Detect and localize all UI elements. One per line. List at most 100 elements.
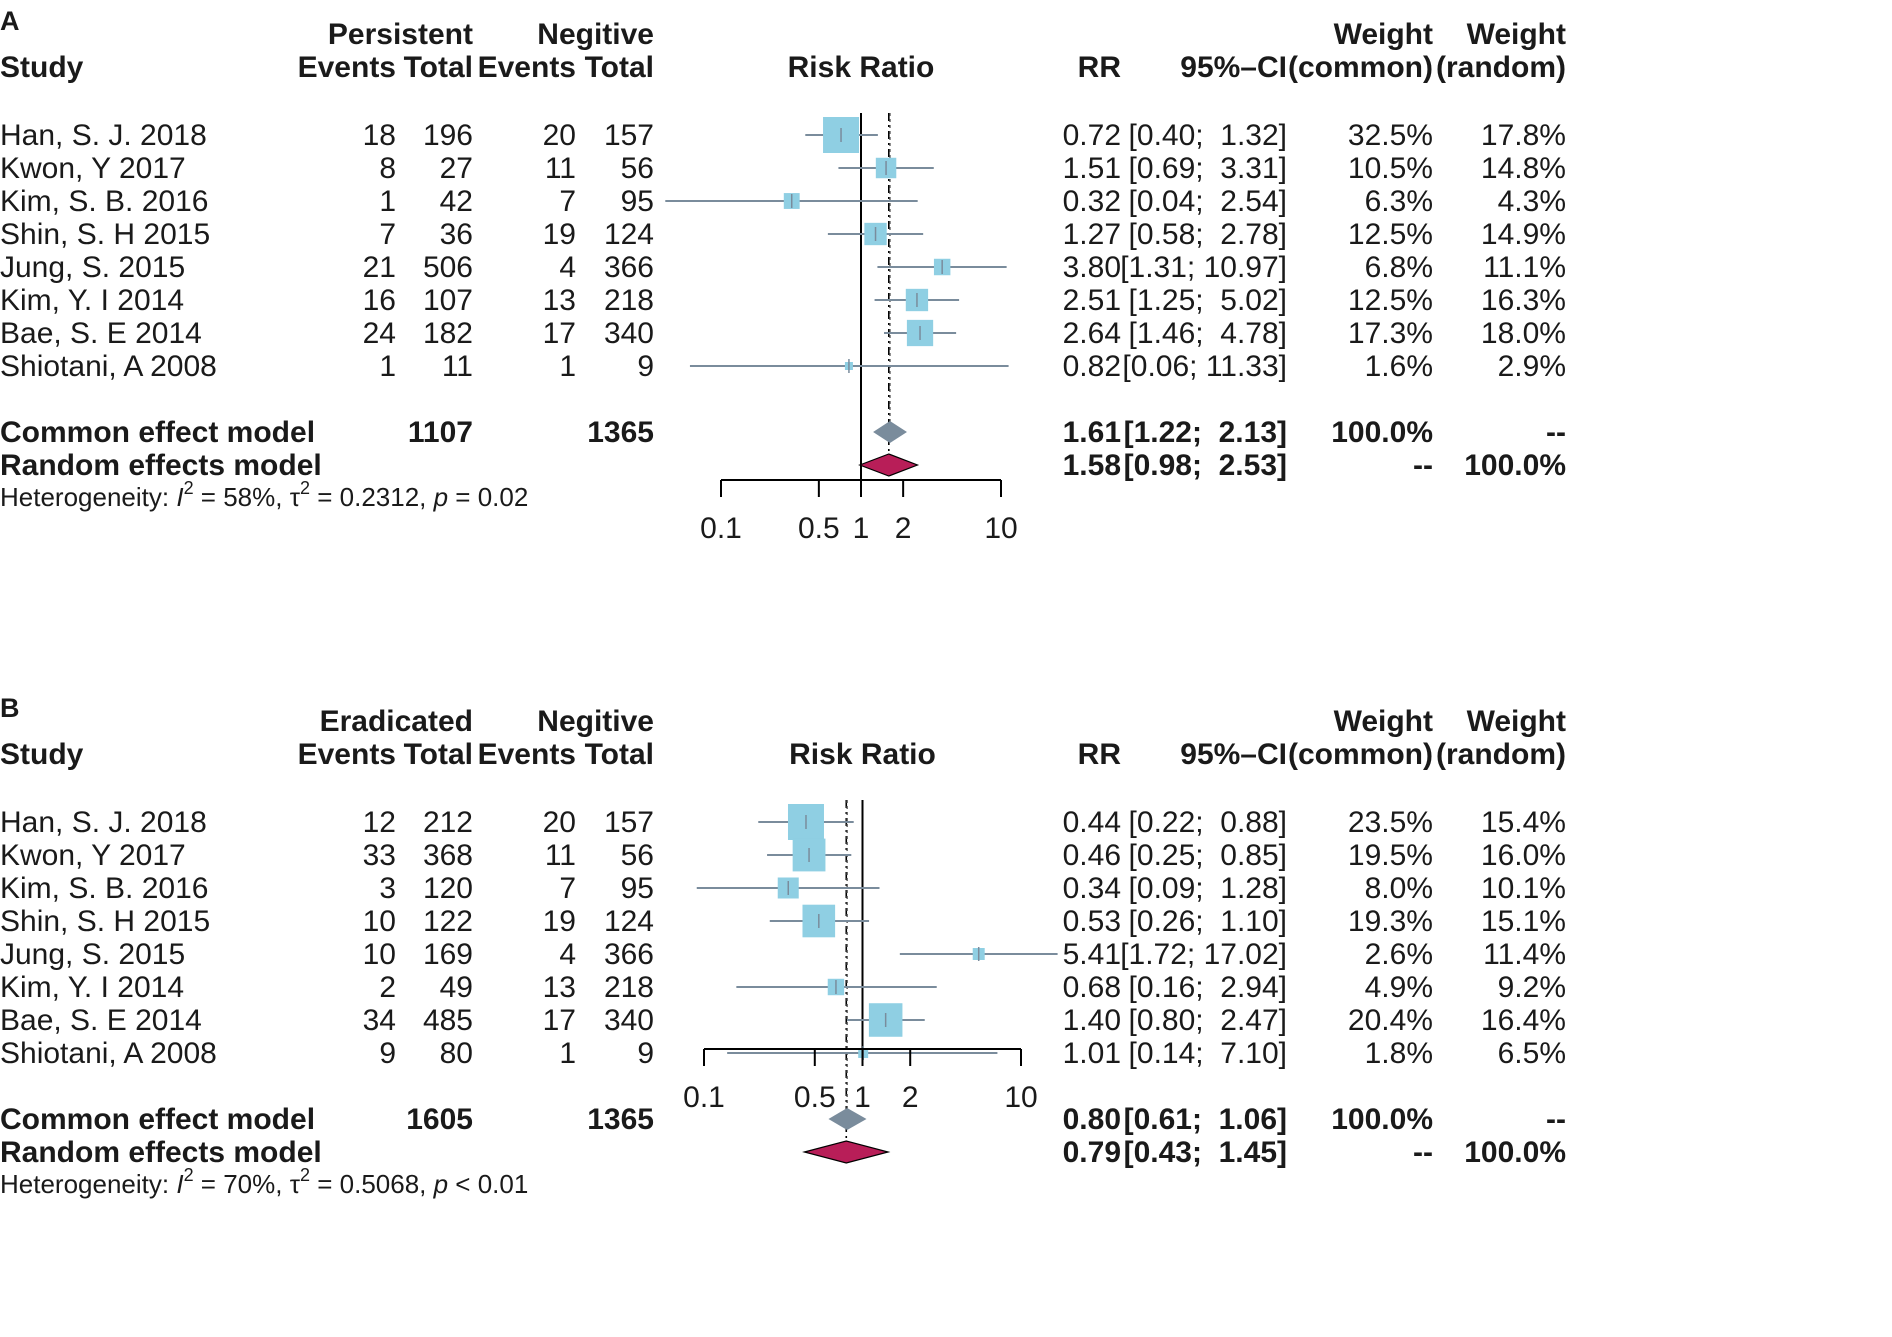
weight-common-header: Weight: [1334, 18, 1433, 51]
total1-value: 368: [423, 839, 473, 872]
rr-value: 3.80: [1063, 251, 1121, 284]
panel-a-label: A: [0, 6, 20, 36]
events1-value: 3: [379, 872, 396, 905]
ci-value: [1.31; 10.97]: [1120, 251, 1287, 284]
weight-common-value: 6.8%: [1365, 251, 1433, 284]
common-total2: 1365: [587, 1103, 654, 1136]
i-squared-value: = 70%,: [194, 1169, 290, 1199]
ci-value: [0.26; 1.10]: [1129, 905, 1287, 938]
total1-value: 182: [423, 317, 473, 350]
rr-value: 0.68: [1063, 971, 1121, 1004]
weight-common-value: 12.5%: [1348, 284, 1433, 317]
total1-value: 49: [440, 971, 473, 1004]
events2-value: 13: [543, 971, 576, 1004]
total2-value: 9: [637, 350, 654, 383]
study-name: Kim, Y. I 2014: [0, 284, 184, 317]
total1-value: 196: [423, 119, 473, 152]
events2-value: 19: [543, 218, 576, 251]
total2-header: Total: [585, 738, 654, 771]
common-rr: 0.80: [1063, 1103, 1121, 1136]
random-rr: 0.79: [1063, 1136, 1121, 1169]
ci-header: 95%–CI: [1180, 51, 1287, 84]
common-total1: 1605: [406, 1103, 473, 1136]
events2-value: 1: [559, 1037, 576, 1070]
weight-common-value: 1.6%: [1365, 350, 1433, 383]
events2-value: 20: [543, 806, 576, 839]
weight-random-value: 11.1%: [1483, 251, 1566, 284]
common-effect-diamond: [873, 421, 907, 443]
random-effects-diamond: [802, 1140, 891, 1164]
events2-value: 7: [559, 872, 576, 905]
study-name: Bae, S. E 2014: [0, 317, 202, 350]
weight-random-header: Weight: [1467, 705, 1566, 738]
heterogeneity-text: Heterogeneity: I2 = 70%, τ2 = 0.5068, p …: [0, 1165, 528, 1199]
weight-common-subheader: (common): [1288, 738, 1433, 771]
events2-value: 11: [545, 839, 576, 872]
weight-random-value: 2.9%: [1498, 350, 1566, 383]
study-name: Kim, S. B. 2016: [0, 872, 208, 905]
axis-title: Risk Ratio: [788, 51, 935, 84]
events1-value: 16: [363, 284, 396, 317]
weight-random-value: 16.4%: [1481, 1004, 1566, 1037]
common-ci: [0.61; 1.06]: [1124, 1103, 1287, 1136]
p-value: = 0.02: [448, 482, 528, 512]
rr-value: 0.34: [1063, 872, 1121, 905]
total1-value: 122: [423, 905, 473, 938]
ci-value: [0.04; 2.54]: [1129, 185, 1287, 218]
total2-value: 157: [604, 119, 654, 152]
total1-value: 80: [440, 1037, 473, 1070]
random-rr: 1.58: [1063, 449, 1121, 482]
weight-common-value: 4.9%: [1365, 971, 1433, 1004]
ci-value: [0.09; 1.28]: [1129, 872, 1287, 905]
ci-value: [0.58; 2.78]: [1129, 218, 1287, 251]
total1-value: 169: [423, 938, 473, 971]
weight-common-value: 2.6%: [1365, 938, 1433, 971]
p-symbol: p: [433, 482, 448, 512]
total1-value: 506: [423, 251, 473, 284]
events1-header: Events: [298, 51, 396, 84]
events2-value: 20: [543, 119, 576, 152]
random-weight-random: 100.0%: [1464, 449, 1566, 482]
total2-value: 95: [621, 872, 654, 905]
x-tick-label: 2: [895, 512, 912, 545]
weight-common-subheader: (common): [1288, 51, 1433, 84]
rr-value: 0.44: [1063, 806, 1121, 839]
events1-value: 24: [363, 317, 396, 350]
x-tick-label: 10: [984, 512, 1017, 545]
total1-value: 36: [440, 218, 473, 251]
weight-common-value: 6.3%: [1365, 185, 1433, 218]
rr-value: 2.51: [1063, 284, 1121, 317]
events2-value: 4: [559, 938, 576, 971]
common-rr: 1.61: [1063, 416, 1121, 449]
weight-common-value: 20.4%: [1348, 1004, 1433, 1037]
random-model-label: Random effects model: [0, 449, 322, 482]
weight-common-value: 23.5%: [1348, 806, 1433, 839]
common-weight-common: 100.0%: [1331, 416, 1433, 449]
events1-value: 1: [379, 185, 396, 218]
heterogeneity-text: Heterogeneity: I2 = 58%, τ2 = 0.2312, p …: [0, 478, 528, 512]
ci-header: 95%–CI: [1180, 738, 1287, 771]
random-effects-diamond: [858, 453, 920, 477]
rr-header: RR: [1078, 51, 1122, 84]
events2-value: 1: [559, 350, 576, 383]
rr-value: 1.51: [1063, 152, 1121, 185]
total1-value: 485: [423, 1004, 473, 1037]
x-tick-label: 1: [854, 1081, 871, 1114]
events1-value: 18: [363, 119, 396, 152]
ci-value: [1.46; 4.78]: [1129, 317, 1287, 350]
total2-value: 124: [604, 905, 654, 938]
x-tick-label: 10: [1004, 1081, 1037, 1114]
random-weight-random: 100.0%: [1464, 1136, 1566, 1169]
weight-random-header: Weight: [1467, 18, 1566, 51]
weight-common-value: 19.5%: [1348, 839, 1433, 872]
weight-common-value: 8.0%: [1365, 872, 1433, 905]
x-tick-label: 0.5: [798, 512, 840, 545]
common-weight-common: 100.0%: [1331, 1103, 1433, 1136]
i-squared-value: = 58%,: [194, 482, 290, 512]
study-name: Shiotani, A 2008: [0, 1037, 217, 1070]
events1-value: 7: [379, 218, 396, 251]
weight-common-value: 19.3%: [1348, 905, 1433, 938]
events2-value: 17: [543, 317, 576, 350]
total2-value: 95: [621, 185, 654, 218]
study-name: Shin, S. H 2015: [0, 905, 210, 938]
